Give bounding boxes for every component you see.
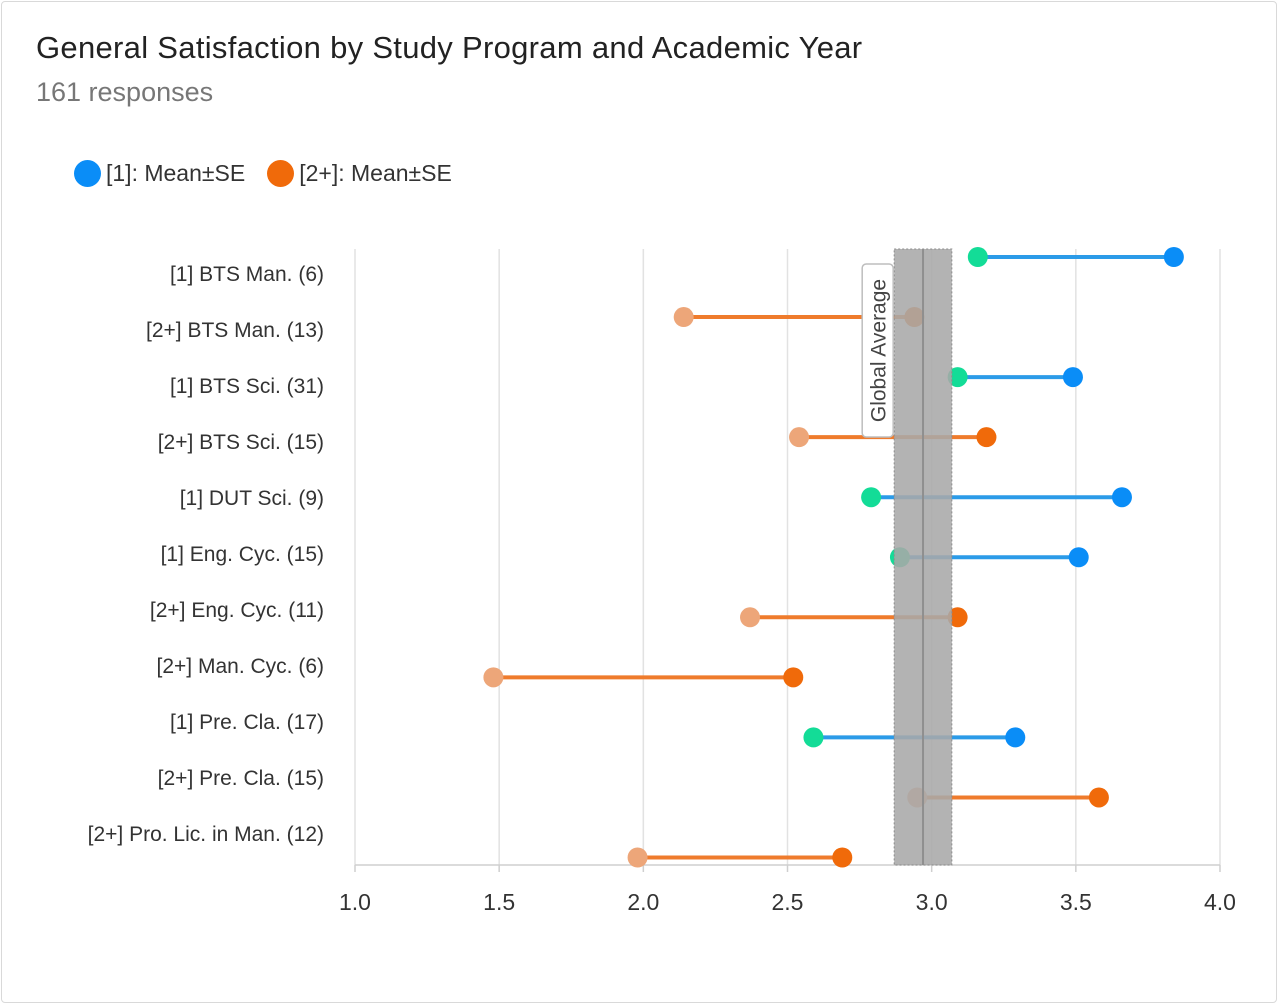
category-label: [2+] Pro. Lic. in Man. (12) (88, 823, 324, 846)
low-point-year1 (967, 247, 988, 267)
x-tick-label: 2.0 (627, 889, 659, 915)
high-point-year1 (1062, 367, 1083, 388)
category-label: [1] Eng. Cyc. (15) (161, 543, 324, 566)
high-point-year2 (1088, 787, 1109, 808)
category-label: [1] Pre. Cla. (17) (170, 711, 324, 734)
category-label: [2+] Man. Cyc. (6) (157, 655, 324, 678)
x-tick-label: 2.5 (772, 889, 804, 915)
chart-title: General Satisfaction by Study Program an… (36, 30, 863, 65)
legend-label-year1: [1]: Mean±SE (106, 160, 246, 186)
chart-subtitle: 161 responses (36, 77, 214, 107)
category-label: [2+] Eng. Cyc. (11) (150, 599, 324, 622)
high-point-year1 (1163, 247, 1184, 267)
high-point-year2 (947, 607, 968, 628)
x-tick-label: 1.5 (483, 889, 515, 915)
category-label: [2+] BTS Man. (13) (146, 319, 324, 342)
x-tick-label: 1.0 (339, 889, 371, 915)
low-point-year1 (947, 367, 968, 388)
category-label: [1] BTS Sci. (31) (170, 375, 324, 398)
category-label: [1] DUT Sci. (9) (180, 487, 324, 510)
category-label: [2+] Pre. Cla. (15) (158, 767, 324, 790)
high-point-year2 (783, 667, 804, 688)
category-label: [1] BTS Man. (6) (170, 263, 324, 286)
legend-swatch-year2 (267, 160, 295, 187)
legend-label-year2: [2+]: Mean±SE (299, 160, 452, 186)
legend-item-year2[interactable]: [2+]: Mean±SE (267, 160, 452, 187)
high-point-year1 (1005, 727, 1026, 748)
high-point-year1 (1068, 547, 1089, 568)
x-tick-label: 3.0 (916, 889, 948, 915)
chart-legend: [1]: Mean±SE [2+]: Mean±SE (74, 160, 474, 187)
low-point-year2 (483, 667, 504, 688)
low-point-year1 (803, 727, 824, 748)
global-average-label: Global Average (868, 279, 891, 422)
high-point-year1 (1111, 487, 1132, 508)
legend-item-year1[interactable]: [1]: Mean±SE (74, 160, 245, 187)
low-point-year2 (740, 607, 761, 628)
low-point-year2 (627, 847, 648, 868)
high-point-year2 (832, 847, 853, 868)
low-point-year2 (673, 307, 694, 328)
x-tick-label: 4.0 (1204, 889, 1236, 915)
legend-swatch-year1 (74, 160, 101, 187)
high-point-year2 (976, 427, 997, 448)
category-label: [2+] BTS Sci. (15) (158, 431, 324, 454)
low-point-year2 (789, 427, 810, 448)
global-average-label-box (861, 263, 894, 438)
x-tick-label: 3.5 (1060, 889, 1092, 915)
low-point-year1 (861, 487, 882, 508)
